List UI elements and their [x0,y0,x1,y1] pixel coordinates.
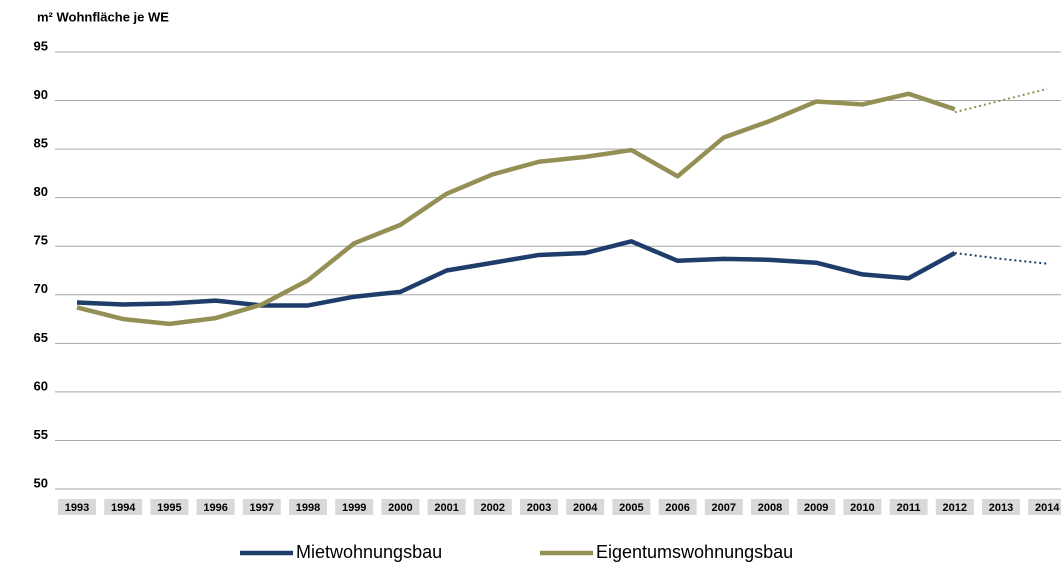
legend-label: Eigentumswohnungsbau [596,542,793,562]
trend-line [954,87,1048,114]
x-tick-label: 2013 [989,502,1013,514]
y-tick-label: 60 [34,378,48,393]
y-axis-label: m² Wohnfläche je WE [37,9,169,24]
x-tick-label: 2006 [665,502,689,514]
x-tick-label: 2000 [388,502,412,514]
x-tick-label: 1999 [342,502,366,514]
x-tick-bg [612,499,651,515]
y-tick-label: 75 [34,233,48,248]
y-tick-label: 50 [34,475,48,490]
x-tick-bg [427,499,466,515]
y-tick-label: 85 [34,136,48,151]
x-tick-label: 2014 [1035,502,1060,514]
x-tick-label: 2001 [434,502,458,514]
y-tick-label: 80 [34,184,48,199]
x-tick-label: 2011 [897,502,921,514]
x-tick-bg [1028,499,1061,515]
x-tick-label: 1993 [65,502,89,514]
x-tick-label: 2003 [527,502,551,514]
x-tick-label: 1994 [111,502,136,514]
x-tick-bg [473,499,512,515]
x-tick-bg [242,499,281,515]
x-tick-bg [150,499,189,515]
x-tick-label: 2007 [712,502,736,514]
y-tick-label: 65 [34,330,48,345]
x-tick-label: 2012 [943,502,967,514]
y-tick-label: 70 [34,281,48,296]
x-tick-bg [289,499,327,515]
x-tick-label: 1996 [203,502,227,514]
x-tick-bg [843,499,882,515]
x-tick-bg [751,499,789,515]
x-tick-label: 2008 [758,502,782,514]
x-tick-label: 1997 [250,502,274,514]
x-tick-bg [335,499,374,515]
x-tick-label: 1995 [157,502,181,514]
x-tick-bg [104,499,143,515]
x-tick-bg [566,499,605,515]
x-tick-label: 2004 [573,502,598,514]
x-tick-label: 2002 [481,502,505,514]
y-tick-label: 90 [34,87,48,102]
x-tick-bg [58,499,96,515]
x-tick-bg [797,499,836,515]
series-line [76,91,956,327]
x-tick-bg [381,499,420,515]
x-tick-label: 2010 [850,502,874,514]
x-tick-label: 2005 [619,502,643,514]
x-tick-bg [889,499,928,515]
x-tick-bg [658,499,697,515]
series-line [76,239,956,308]
legend-label: Mietwohnungsbau [296,542,442,562]
x-tick-bg [520,499,558,515]
y-tick-label: 95 [34,38,48,53]
x-tick-bg [982,499,1020,515]
trend-line [954,252,1048,265]
x-tick-bg [935,499,974,515]
x-tick-bg [196,499,235,515]
x-tick-label: 1998 [296,502,320,514]
y-tick-label: 55 [34,427,48,442]
x-tick-label: 2009 [804,502,828,514]
x-tick-bg [704,499,743,515]
